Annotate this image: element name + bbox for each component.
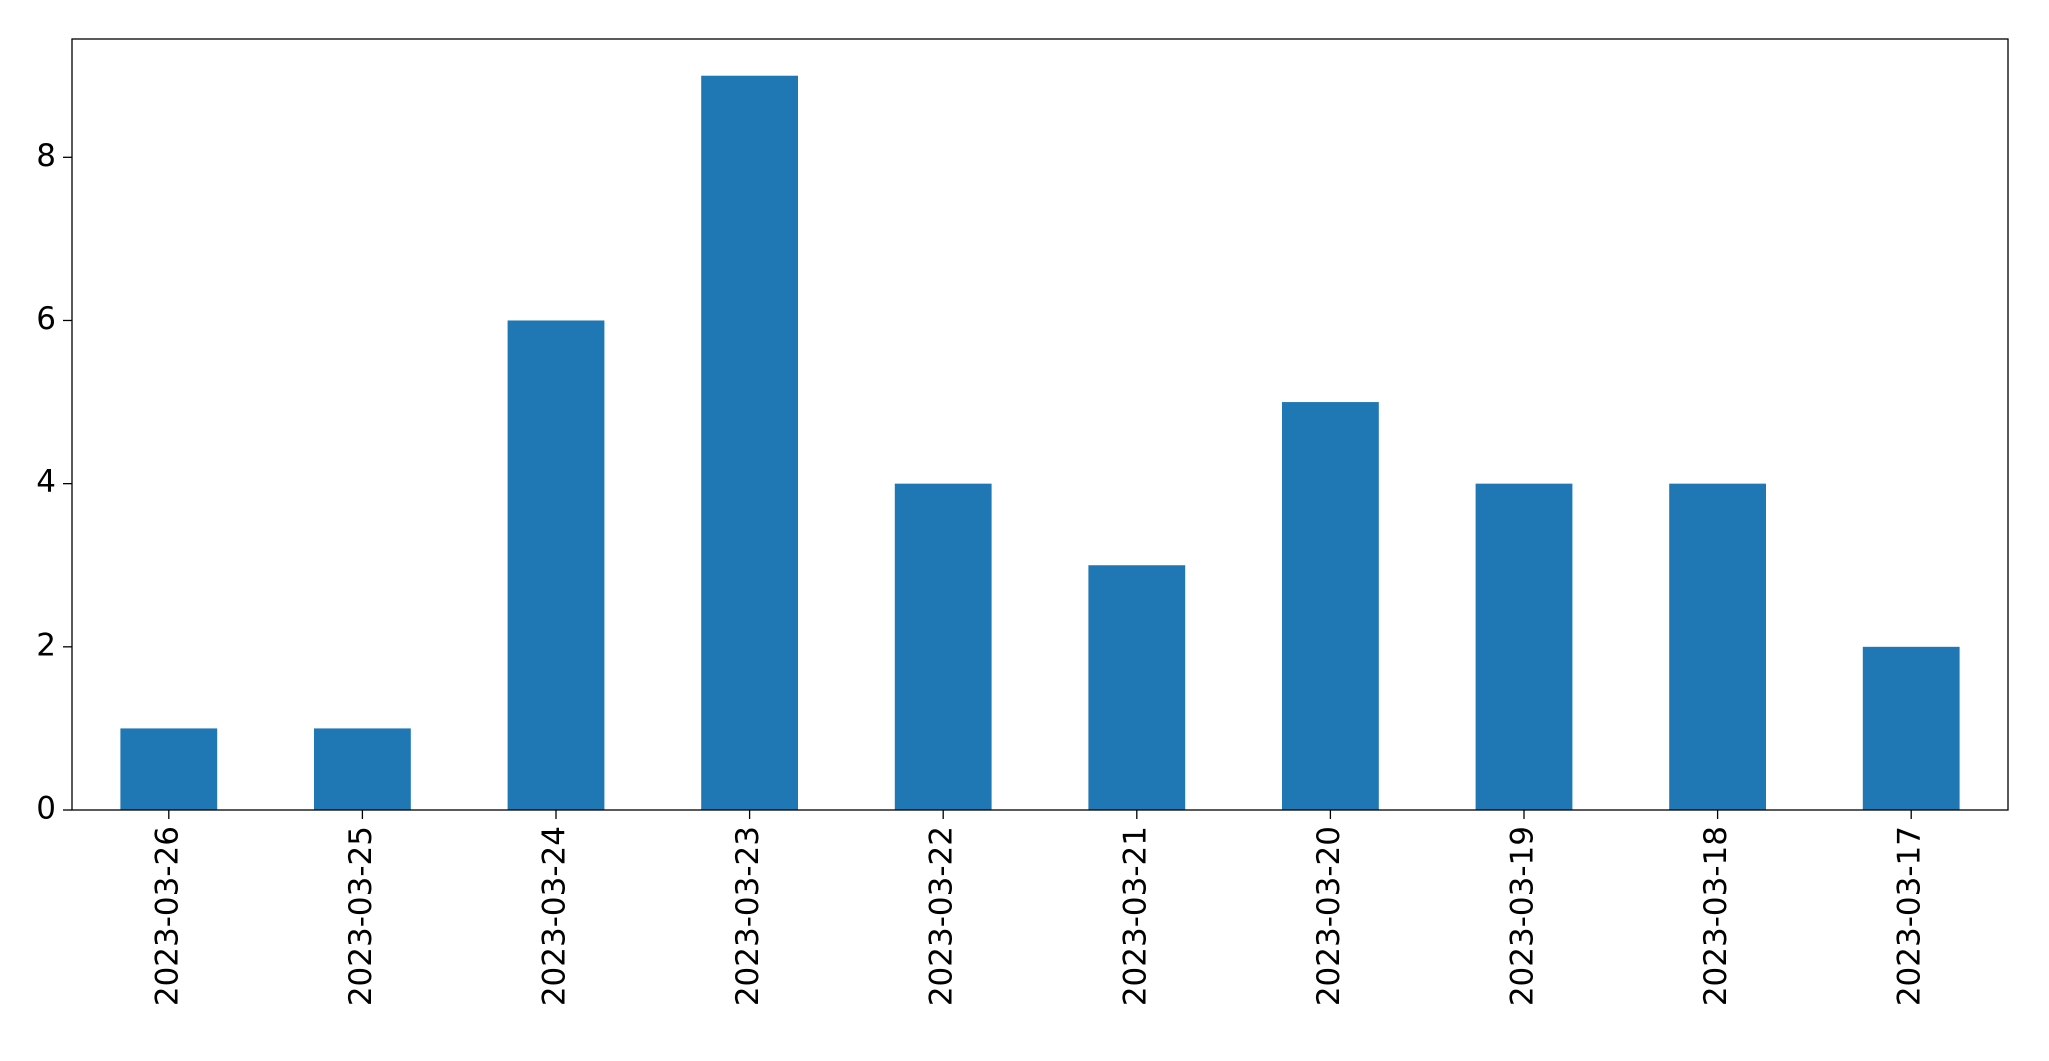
bar [1669, 483, 1766, 810]
x-tick-label: 2023-03-24 [537, 826, 573, 1006]
bar [314, 728, 411, 810]
bar [120, 728, 218, 810]
bar [1282, 402, 1379, 810]
bar [507, 320, 605, 810]
y-tick-label: 2 [36, 627, 56, 663]
x-tick-label: 2023-03-25 [343, 826, 379, 1006]
x-tick-label: 2023-03-20 [1311, 826, 1347, 1006]
bar [1475, 483, 1573, 810]
x-tick-label: 2023-03-21 [1117, 826, 1153, 1006]
bar [1088, 565, 1186, 810]
y-tick-label: 0 [36, 791, 56, 827]
x-tick-label: 2023-03-19 [1505, 826, 1541, 1006]
x-tick-label: 2023-03-23 [730, 826, 766, 1006]
y-tick-label: 8 [36, 138, 56, 174]
bar [701, 75, 798, 810]
x-tick-label: 2023-03-22 [924, 826, 960, 1006]
y-tick-label: 4 [36, 464, 56, 500]
x-tick-label: 2023-03-26 [149, 826, 185, 1006]
x-tick-label: 2023-03-18 [1698, 826, 1734, 1006]
plot-frame [71, 38, 2009, 811]
x-tick-label: 2023-03-17 [1892, 826, 1928, 1006]
bar [894, 483, 992, 810]
bar [1862, 646, 1960, 810]
y-tick-label: 6 [36, 301, 56, 337]
